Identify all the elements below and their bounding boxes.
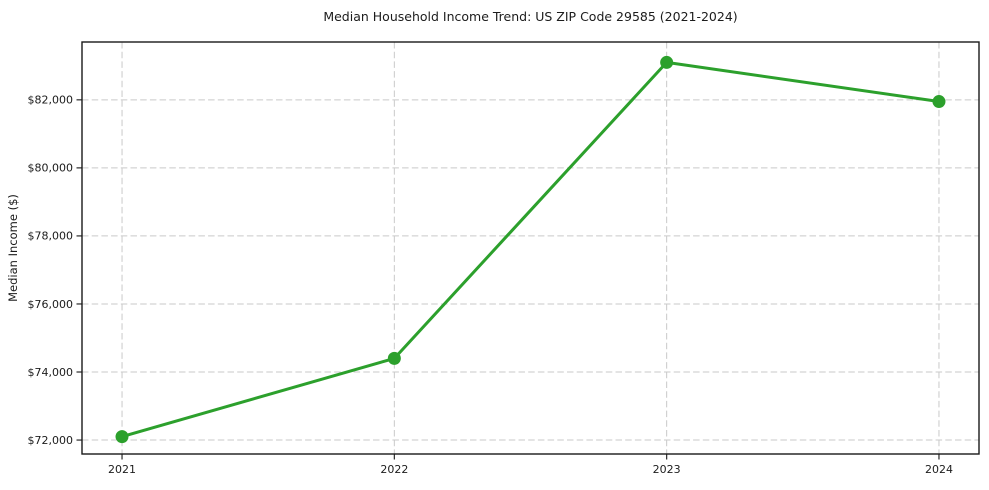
y-tick-label: $76,000 — [28, 298, 74, 311]
x-tick-label: 2022 — [380, 463, 408, 476]
gridlines — [82, 42, 979, 454]
y-axis-label: Median Income ($) — [6, 194, 20, 302]
y-tick-label: $82,000 — [28, 94, 74, 107]
x-tick-label: 2021 — [108, 463, 136, 476]
line-series — [115, 55, 946, 444]
chart-title: Median Household Income Trend: US ZIP Co… — [323, 9, 737, 24]
x-tick-label: 2024 — [925, 463, 953, 476]
data-point-marker — [660, 55, 674, 69]
plot-frame — [81, 41, 980, 455]
data-point-marker — [115, 430, 129, 444]
axis-ticks: $72,000 $74,000 $76,000 $78,000 $80,000 $82,0… — [28, 94, 953, 476]
data-point-marker — [932, 95, 946, 109]
y-tick-label: $80,000 — [28, 162, 74, 175]
y-tick-label: $74,000 — [28, 366, 74, 379]
y-tick-label: $72,000 — [28, 434, 74, 447]
axes-spines — [81, 41, 980, 455]
data-point-marker — [387, 351, 401, 365]
x-tick-label: 2023 — [653, 463, 681, 476]
trend-line — [120, 60, 941, 439]
y-tick-label: $78,000 — [28, 230, 74, 243]
